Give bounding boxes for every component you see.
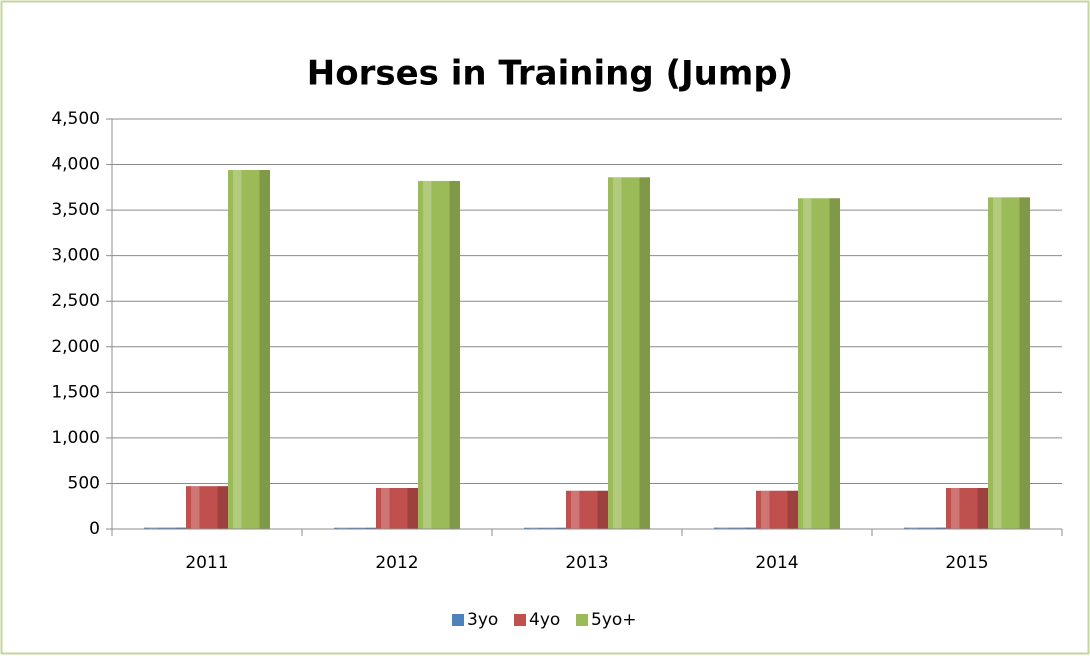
bar-shade (407, 488, 418, 529)
bar (566, 490, 608, 529)
y-tick-label: 3,500 (51, 200, 100, 220)
y-tick-label: 1,000 (51, 428, 100, 448)
x-tick-label: 2011 (185, 553, 228, 573)
bar-shade (259, 170, 270, 529)
bar-highlight (423, 180, 432, 529)
bar-highlight (233, 170, 242, 529)
legend-label: 3yo (467, 610, 498, 630)
bar-highlight (993, 197, 1002, 529)
legend-swatch (452, 614, 464, 626)
bar-shade (1019, 197, 1030, 529)
bar-shade (365, 527, 376, 529)
legend-swatch (514, 614, 526, 626)
bar (904, 527, 946, 529)
bar-shade (555, 527, 566, 529)
x-tick-label: 2012 (375, 553, 418, 573)
legend-label: 5yo+ (591, 610, 637, 630)
bar-shade (217, 486, 228, 529)
x-tick-label: 2014 (755, 553, 798, 573)
y-tick-label: 0 (89, 519, 100, 539)
bar-highlight (339, 527, 348, 529)
bar-shade (977, 488, 988, 529)
bar-highlight (761, 490, 770, 529)
bar-highlight (613, 177, 622, 530)
y-tick-label: 1,500 (51, 382, 100, 402)
y-tick-label: 500 (68, 473, 100, 493)
bar-highlight (381, 488, 390, 529)
legend-swatch (576, 614, 588, 626)
bar-highlight (951, 488, 960, 529)
bar-highlight (149, 527, 158, 529)
bar (756, 490, 798, 529)
y-tick-label: 4,000 (51, 155, 100, 175)
bar (334, 527, 376, 529)
y-tick-label: 2,500 (51, 291, 100, 311)
y-tick-label: 4,500 (51, 109, 100, 129)
y-tick-label: 2,000 (51, 337, 100, 357)
bar-highlight (571, 490, 580, 529)
bar-shade (449, 180, 460, 529)
bar-highlight (191, 486, 200, 529)
bar (608, 177, 650, 530)
bar-highlight (719, 527, 728, 529)
bar (418, 180, 460, 529)
bar-shade (787, 490, 798, 529)
bar (376, 488, 418, 529)
bar (228, 170, 270, 529)
x-tick-label: 2015 (945, 553, 988, 573)
bar-shade (745, 527, 756, 529)
bar (524, 527, 566, 529)
bar (186, 486, 228, 529)
bar-highlight (803, 198, 812, 529)
bar-shade (829, 198, 840, 529)
bar-highlight (909, 527, 918, 529)
legend-label: 4yo (529, 610, 560, 630)
bar-shade (175, 527, 186, 529)
bar-shade (597, 490, 608, 529)
y-tick-label: 3,000 (51, 246, 100, 266)
x-tick-label: 2013 (565, 553, 608, 573)
bar-highlight (529, 527, 538, 529)
bar (714, 527, 756, 529)
bar (798, 198, 840, 529)
bar (946, 488, 988, 529)
bar (144, 527, 186, 529)
bar-shade (935, 527, 946, 529)
bar (988, 197, 1030, 529)
bar-shade (639, 177, 650, 530)
chart-title: Horses in Training (Jump) (307, 54, 793, 94)
